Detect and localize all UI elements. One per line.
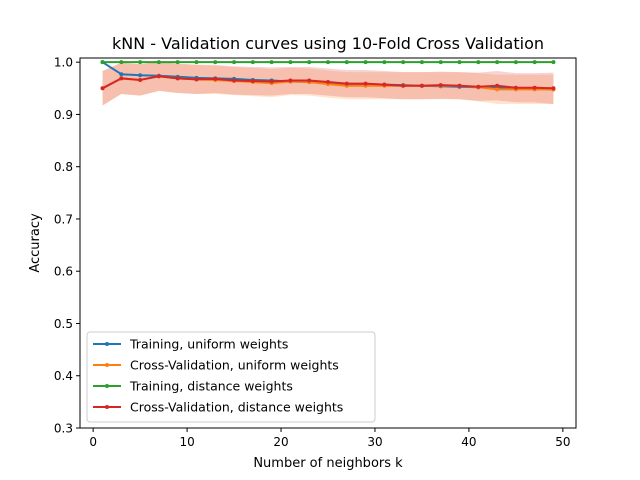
data-point — [100, 60, 105, 65]
data-point — [401, 83, 406, 88]
data-point — [194, 60, 199, 65]
legend-label: Cross-Validation, distance weights — [130, 400, 343, 415]
data-point — [532, 85, 537, 90]
y-axis-label: Accuracy — [28, 213, 43, 273]
data-point — [457, 60, 462, 65]
x-tick-label: 10 — [179, 435, 194, 449]
data-point — [232, 60, 237, 65]
y-tick-label: 1.0 — [54, 56, 73, 70]
data-point — [326, 60, 330, 65]
data-point — [344, 81, 349, 86]
data-point — [213, 60, 218, 65]
legend-label: Training, uniform weights — [129, 337, 288, 352]
data-point — [326, 80, 330, 85]
data-point — [269, 79, 274, 84]
data-point — [382, 60, 387, 65]
data-point — [119, 76, 124, 81]
legend-swatch-marker — [105, 342, 109, 346]
data-point — [532, 60, 537, 65]
data-point — [495, 60, 500, 65]
data-point — [457, 83, 462, 88]
data-point — [495, 83, 500, 88]
data-point — [288, 60, 293, 65]
data-point — [156, 60, 161, 65]
chart-title: kNN - Validation curves using 10-Fold Cr… — [112, 34, 544, 53]
x-tick-label: 20 — [273, 435, 288, 449]
data-point — [175, 60, 180, 65]
plot-area — [100, 60, 556, 106]
data-point — [119, 72, 124, 77]
data-point — [138, 73, 143, 78]
data-point — [175, 76, 180, 81]
y-tick-label: 0.4 — [54, 369, 73, 383]
data-point — [250, 60, 255, 65]
data-point — [119, 60, 124, 65]
data-point — [307, 60, 312, 65]
data-point — [344, 60, 349, 65]
x-tick-label: 40 — [461, 435, 476, 449]
x-axis-label: Number of neighbors k — [253, 456, 403, 471]
data-point — [401, 60, 406, 65]
legend-swatch-marker — [105, 405, 109, 409]
data-point — [363, 60, 368, 65]
data-point — [269, 60, 274, 65]
data-point — [156, 74, 161, 79]
x-tick-label: 0 — [89, 435, 97, 449]
data-point — [476, 60, 481, 65]
data-point — [213, 76, 218, 81]
data-point — [382, 82, 387, 87]
y-tick-label: 0.8 — [54, 160, 73, 174]
legend-label: Cross-Validation, uniform weights — [130, 358, 339, 373]
legend: Training, uniform weights Cross-Validatio… — [86, 331, 376, 423]
x-tick-label: 50 — [555, 435, 570, 449]
data-point — [438, 60, 443, 65]
data-point — [100, 86, 105, 91]
data-point — [495, 87, 500, 92]
data-point — [232, 78, 237, 83]
y-tick-label: 0.7 — [54, 212, 73, 226]
data-point — [513, 60, 518, 65]
legend-swatch-marker — [105, 363, 109, 367]
legend-swatch-marker — [105, 384, 109, 388]
x-tick-label: 30 — [367, 435, 382, 449]
data-point — [138, 60, 143, 65]
data-point — [288, 78, 293, 83]
data-point — [419, 60, 424, 65]
data-point — [419, 83, 424, 88]
y-tick-label: 0.6 — [54, 265, 73, 279]
data-point — [307, 78, 312, 83]
legend-label: Training, distance weights — [129, 379, 293, 394]
axes: 0 10 20 30 40 50 0.3 0.4 0.5 0.6 0.7 0.8 0.9 1.0 — [54, 56, 577, 449]
data-point — [363, 81, 368, 86]
y-tick-label: 0.5 — [54, 317, 73, 331]
y-tick-label: 0.3 — [54, 422, 73, 436]
y-tick-label: 0.9 — [54, 108, 73, 122]
data-point — [438, 83, 443, 88]
data-point — [476, 84, 481, 89]
legend-box — [86, 331, 376, 423]
data-point — [551, 60, 556, 65]
axes-frame — [79, 57, 577, 429]
data-point — [138, 77, 143, 82]
data-point — [250, 78, 255, 83]
data-point — [551, 86, 556, 91]
data-point — [194, 77, 199, 82]
data-point — [513, 85, 518, 90]
